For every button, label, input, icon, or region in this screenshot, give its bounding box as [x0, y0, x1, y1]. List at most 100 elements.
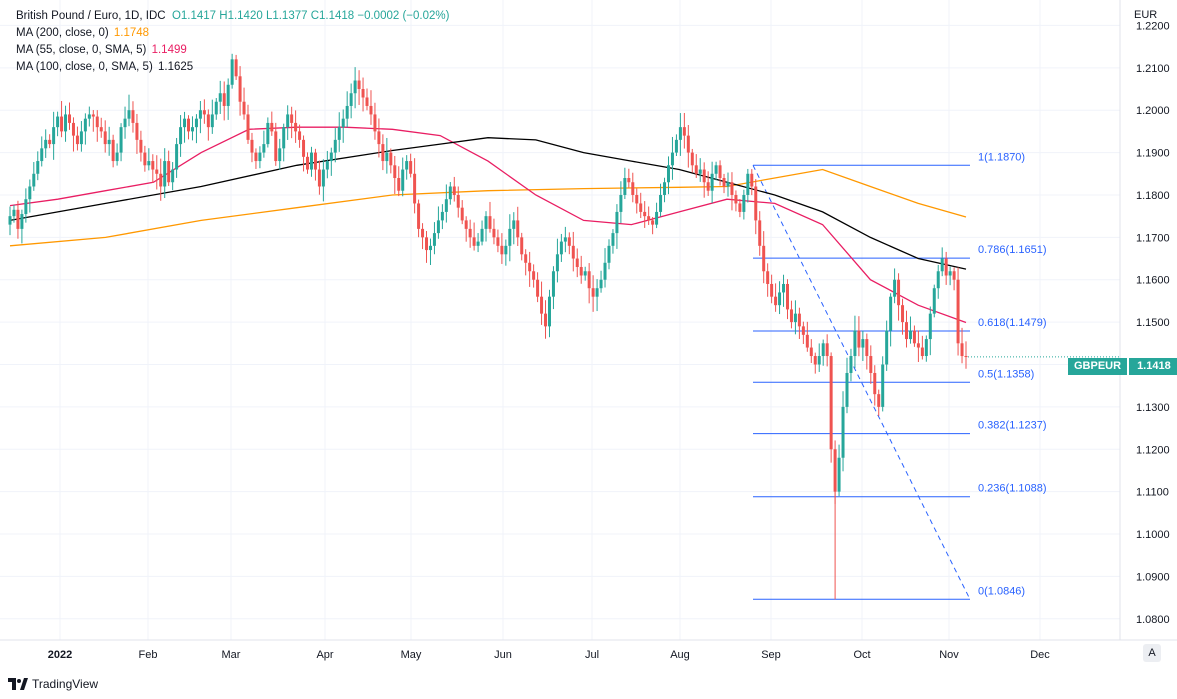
candle[interactable] — [635, 188, 639, 214]
candle[interactable] — [948, 266, 952, 286]
candle[interactable] — [599, 270, 603, 293]
candle[interactable] — [294, 110, 298, 143]
candle[interactable] — [397, 166, 401, 197]
candle[interactable] — [936, 264, 940, 299]
candle[interactable] — [754, 179, 758, 235]
candle[interactable] — [183, 111, 187, 143]
candle[interactable] — [738, 199, 742, 218]
candle[interactable] — [643, 201, 647, 228]
candle[interactable] — [440, 204, 444, 230]
candle[interactable] — [417, 199, 421, 238]
candle[interactable] — [861, 330, 865, 361]
candle[interactable] — [841, 391, 845, 472]
candle[interactable] — [496, 229, 500, 253]
candle[interactable] — [333, 128, 337, 163]
candle[interactable] — [317, 160, 321, 195]
candle[interactable] — [238, 66, 242, 116]
candle[interactable] — [345, 91, 349, 128]
candle[interactable] — [250, 132, 254, 163]
candle[interactable] — [349, 83, 353, 119]
candle[interactable] — [575, 248, 579, 278]
candle[interactable] — [964, 341, 968, 369]
candle[interactable] — [666, 156, 670, 195]
candle[interactable] — [778, 281, 782, 315]
candle[interactable] — [234, 54, 238, 80]
candle[interactable] — [36, 151, 40, 181]
candle[interactable] — [472, 222, 476, 251]
candle[interactable] — [952, 267, 956, 291]
candle[interactable] — [845, 357, 849, 414]
price-axis-currency[interactable]: EUR — [1134, 9, 1158, 21]
candle[interactable] — [353, 67, 357, 109]
candle[interactable] — [555, 238, 559, 283]
candle[interactable] — [262, 130, 266, 158]
candle[interactable] — [746, 168, 750, 203]
candle[interactable] — [750, 169, 754, 196]
candle[interactable] — [893, 268, 897, 304]
candle[interactable] — [468, 219, 472, 248]
candle[interactable] — [20, 209, 24, 244]
candle[interactable] — [762, 231, 766, 284]
candle[interactable] — [603, 248, 607, 288]
candle[interactable] — [218, 80, 222, 114]
candle[interactable] — [282, 123, 286, 162]
candle[interactable] — [83, 113, 87, 145]
candle[interactable] — [385, 137, 389, 174]
candle[interactable] — [278, 138, 282, 170]
candle[interactable] — [329, 147, 333, 176]
candle[interactable] — [714, 161, 718, 181]
legend-row-ma55[interactable]: MA (55, close, 0, SMA, 5) 1.1499 — [16, 42, 449, 59]
candle[interactable] — [686, 124, 690, 168]
candle[interactable] — [206, 109, 210, 141]
candle[interactable] — [298, 124, 302, 148]
candle[interactable] — [131, 101, 135, 133]
candle[interactable] — [127, 94, 131, 127]
candle[interactable] — [28, 179, 32, 213]
candle[interactable] — [849, 348, 853, 382]
candle[interactable] — [825, 334, 829, 367]
legend-row-ma200[interactable]: MA (200, close, 0) 1.1748 — [16, 25, 449, 42]
candle[interactable] — [286, 105, 290, 140]
candle[interactable] — [79, 121, 83, 152]
legend-row-ma100[interactable]: MA (100, close, 0, SMA, 5) 1.1625 — [16, 59, 449, 76]
candle[interactable] — [785, 279, 789, 320]
candle[interactable] — [393, 155, 397, 194]
candle[interactable] — [123, 106, 127, 139]
candle[interactable] — [365, 88, 369, 111]
candle[interactable] — [516, 206, 520, 246]
candle[interactable] — [413, 158, 417, 214]
candle[interactable] — [464, 216, 468, 242]
candle[interactable] — [99, 117, 103, 138]
candle[interactable] — [111, 134, 115, 168]
candle[interactable] — [484, 211, 488, 242]
ma100-line[interactable] — [9, 137, 967, 270]
candle[interactable] — [337, 112, 341, 152]
candle[interactable] — [12, 204, 16, 223]
candle[interactable] — [595, 279, 599, 312]
candle[interactable] — [306, 152, 310, 174]
candle[interactable] — [702, 162, 706, 198]
candle[interactable] — [682, 112, 686, 149]
candle[interactable] — [813, 352, 817, 374]
candle[interactable] — [583, 266, 587, 281]
candle[interactable] — [885, 320, 889, 371]
candle[interactable] — [373, 102, 377, 140]
candle[interactable] — [821, 339, 825, 366]
candle[interactable] — [68, 102, 72, 130]
candle[interactable] — [187, 115, 191, 140]
candle[interactable] — [159, 158, 163, 201]
candle[interactable] — [567, 232, 571, 255]
candle[interactable] — [95, 110, 99, 142]
price-axis[interactable] — [1120, 0, 1177, 640]
candle[interactable] — [528, 251, 532, 287]
candle[interactable] — [175, 137, 179, 178]
candle[interactable] — [944, 251, 948, 285]
candle[interactable] — [258, 146, 262, 169]
candle[interactable] — [853, 315, 857, 369]
candle[interactable] — [190, 116, 194, 141]
candle[interactable] — [147, 148, 151, 171]
candle[interactable] — [226, 78, 230, 120]
candle[interactable] — [793, 300, 797, 335]
candle[interactable] — [452, 176, 456, 202]
